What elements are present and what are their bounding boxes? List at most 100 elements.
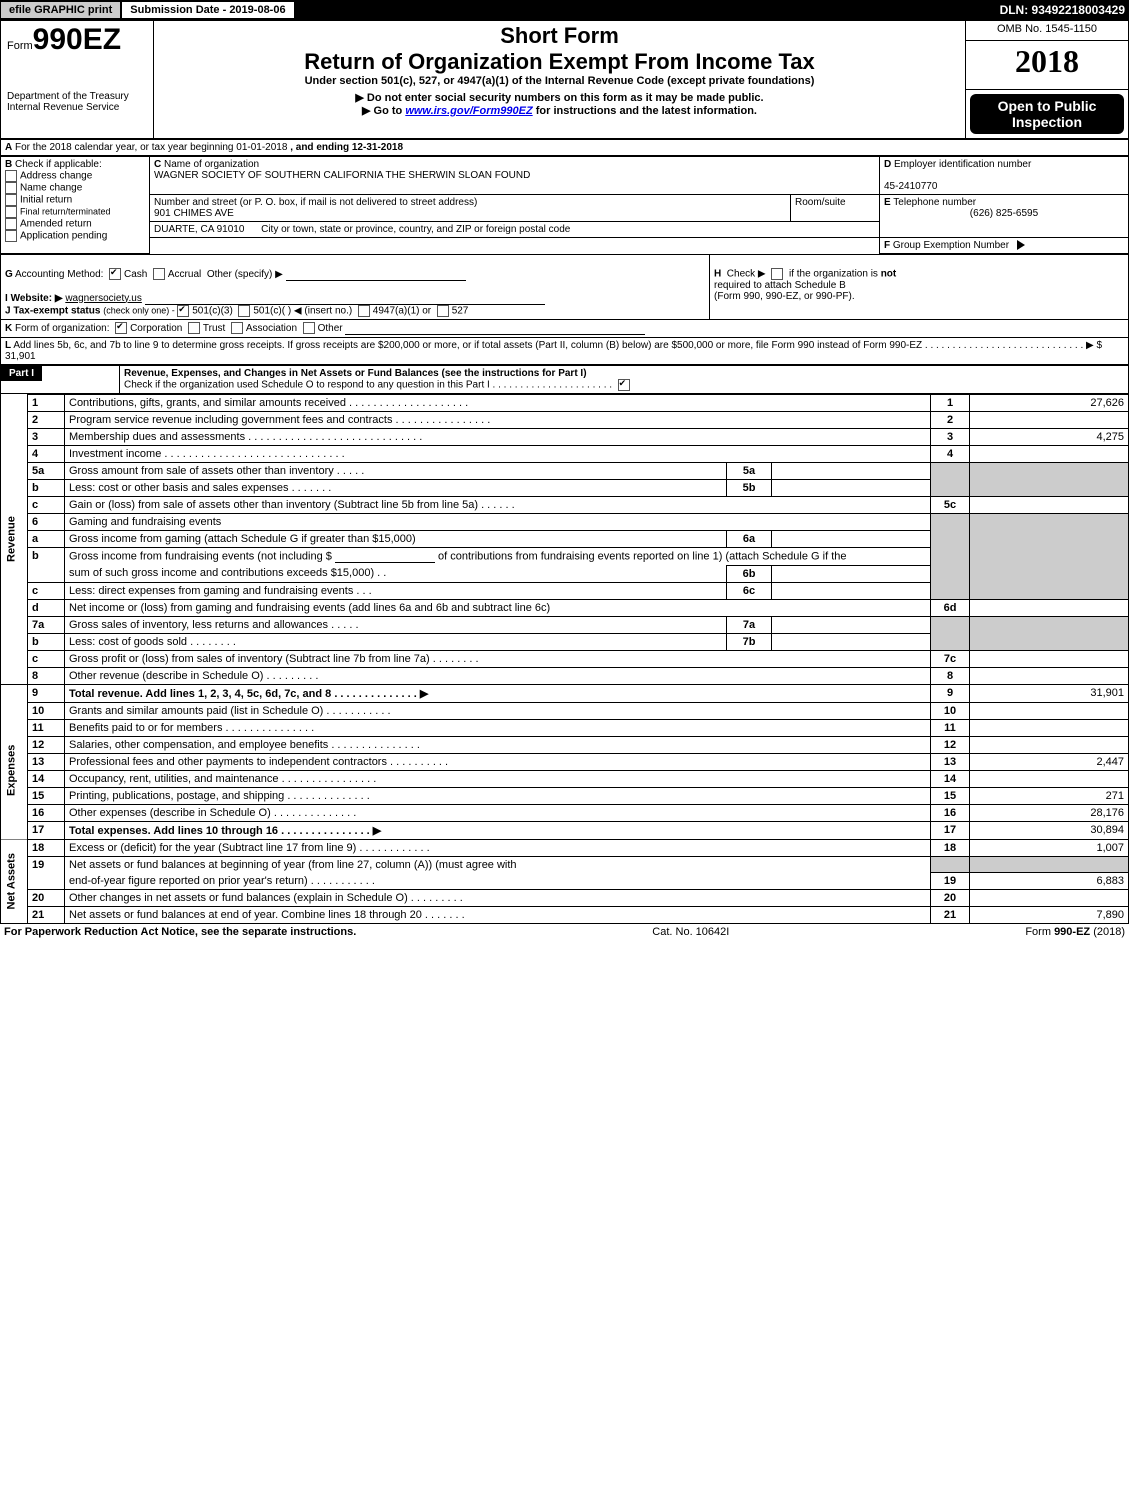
open-public-1: Open to Public <box>974 98 1120 114</box>
do-not-enter: ▶ Do not enter social security numbers o… <box>160 91 959 104</box>
501c3-checkbox[interactable] <box>177 305 189 317</box>
dept-irs: Internal Revenue Service <box>7 102 147 113</box>
h-checkbox[interactable] <box>771 268 783 280</box>
line-8-text: Other revenue (describe in Schedule O) .… <box>65 667 931 684</box>
under-section: Under section 501(c), 527, or 4947(a)(1)… <box>160 75 959 87</box>
submission-date: Submission Date - 2019-08-06 <box>121 1 294 19</box>
line-5a-num: 5a <box>28 462 65 479</box>
form-rev: Form 990-EZ (2018) <box>1025 926 1125 938</box>
part1-checkbox[interactable] <box>618 379 630 391</box>
name-change-checkbox[interactable] <box>5 182 17 194</box>
line-16-num: 16 <box>28 804 65 821</box>
line-1-text: Contributions, gifts, grants, and simila… <box>65 394 931 411</box>
d-label: D <box>884 159 891 170</box>
line-7c-amt <box>970 650 1129 667</box>
line-17-box: 17 <box>931 821 970 839</box>
line-19-1: 19 Net assets or fund balances at beginn… <box>1 856 1129 873</box>
address-change: Address change <box>20 170 92 181</box>
form-number: 990EZ <box>33 23 121 56</box>
street: 901 CHIMES AVE <box>154 208 234 219</box>
trust-checkbox[interactable] <box>188 322 200 334</box>
amended-return-checkbox[interactable] <box>5 218 17 230</box>
line-7c-box: 7c <box>931 650 970 667</box>
line-16-box: 16 <box>931 804 970 821</box>
line-20: 20 Other changes in net assets or fund b… <box>1 890 1129 907</box>
e-label: E <box>884 197 891 208</box>
line-8-box: 8 <box>931 667 970 684</box>
part1-header: Part I Revenue, Expenses, and Changes in… <box>0 365 1129 394</box>
line-9-num: 9 <box>28 684 65 702</box>
line-6b-text1: Gross income from fundraising events (no… <box>69 550 335 562</box>
line-17-text: Total expenses. Add lines 10 through 16 … <box>69 825 381 837</box>
website-label: Website: ▶ <box>11 293 63 304</box>
a-label: A <box>5 142 12 153</box>
line-20-num: 20 <box>28 890 65 907</box>
application-pending: Application pending <box>20 230 107 241</box>
f-label: F <box>884 240 890 251</box>
other-checkbox[interactable] <box>303 322 315 334</box>
line-15-text: Printing, publications, postage, and shi… <box>65 787 931 804</box>
cat-no: Cat. No. 10642I <box>652 926 729 938</box>
line-17-num: 17 <box>28 821 65 839</box>
corp: Corporation <box>130 323 182 334</box>
tax-year: 2018 <box>966 40 1129 89</box>
line-5b-sub: 5b <box>727 479 772 496</box>
j-tax-exempt: Tax-exempt status <box>13 305 100 316</box>
line-6-num: 6 <box>28 513 65 530</box>
trust: Trust <box>203 323 225 334</box>
cash-checkbox[interactable] <box>109 268 121 280</box>
initial-return-checkbox[interactable] <box>5 194 17 206</box>
short-form-label: Short Form <box>160 23 959 49</box>
line-3-text: Membership dues and assessments . . . . … <box>65 428 931 445</box>
other-specify-input[interactable] <box>286 268 466 281</box>
line-7b-sub: 7b <box>727 633 772 650</box>
line-12-num: 12 <box>28 736 65 753</box>
line-6c-text: Less: direct expenses from gaming and fu… <box>65 582 727 599</box>
line-16-text: Other expenses (describe in Schedule O) … <box>65 804 931 821</box>
open-public-2: Inspection <box>974 114 1120 130</box>
line-1: Revenue 1 Contributions, gifts, grants, … <box>1 394 1129 411</box>
line-12-text: Salaries, other compensation, and employ… <box>65 736 931 753</box>
form-prefix: Form <box>7 40 33 52</box>
line-6a-sub: 6a <box>727 530 772 547</box>
line-9-amt: 31,901 <box>970 684 1129 702</box>
goto-link[interactable]: www.irs.gov/Form990EZ <box>405 105 532 117</box>
section-a: A For the 2018 calendar year, or tax yea… <box>0 139 1129 156</box>
line-5c-num: c <box>28 496 65 513</box>
line-19-2: end-of-year figure reported on prior yea… <box>1 873 1129 890</box>
k-form-org: Form of organization: <box>15 323 110 334</box>
goto-prefix: ▶ Go to <box>362 105 405 117</box>
other-org-input[interactable] <box>345 322 645 335</box>
line-21-num: 21 <box>28 907 65 924</box>
line-14: 14 Occupancy, rent, utilities, and maint… <box>1 770 1129 787</box>
efile-print-button[interactable]: efile GRAPHIC print <box>0 1 121 19</box>
grey-6b <box>970 513 1129 599</box>
line-7b-subamt <box>772 633 931 650</box>
line-13-num: 13 <box>28 753 65 770</box>
assoc-checkbox[interactable] <box>231 322 243 334</box>
accrual-checkbox[interactable] <box>153 268 165 280</box>
line-6d-amt <box>970 599 1129 616</box>
4947-checkbox[interactable] <box>358 305 370 317</box>
line-14-num: 14 <box>28 770 65 787</box>
paperwork-notice: For Paperwork Reduction Act Notice, see … <box>4 926 356 938</box>
final-return-checkbox[interactable] <box>5 206 17 218</box>
line-6b-input[interactable] <box>335 550 435 563</box>
phone-label: Telephone number <box>893 197 976 208</box>
ein: 45-2410770 <box>884 181 937 192</box>
line-5b-text: Less: cost or other basis and sales expe… <box>65 479 727 496</box>
line-4-text: Investment income . . . . . . . . . . . … <box>65 445 931 462</box>
corp-checkbox[interactable] <box>115 322 127 334</box>
address-change-checkbox[interactable] <box>5 170 17 182</box>
line-10-amt <box>970 702 1129 719</box>
revenue-side-label: Revenue <box>1 394 28 684</box>
527-checkbox[interactable] <box>437 305 449 317</box>
b-label: B <box>5 159 12 170</box>
line-6d-box: 6d <box>931 599 970 616</box>
501c-checkbox[interactable] <box>238 305 250 317</box>
line-17-amt: 30,894 <box>970 821 1129 839</box>
line-6b-text3: sum of such gross income and contributio… <box>65 565 727 582</box>
website: wagnersociety.us <box>65 293 142 304</box>
line-18: Net Assets 18 Excess or (deficit) for th… <box>1 839 1129 856</box>
application-pending-checkbox[interactable] <box>5 230 17 242</box>
